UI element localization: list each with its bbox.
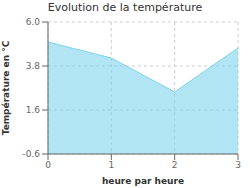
svg-text:1.6: 1.6	[26, 105, 41, 115]
svg-text:-0.6: -0.6	[22, 149, 40, 159]
svg-text:6.0: 6.0	[26, 17, 41, 27]
svg-text:2: 2	[172, 160, 178, 170]
svg-text:0: 0	[45, 160, 51, 170]
svg-text:heure par heure: heure par heure	[102, 176, 184, 186]
svg-text:Température en °C: Température en °C	[8, 40, 11, 135]
svg-text:3: 3	[235, 160, 241, 170]
svg-text:3.8: 3.8	[26, 61, 41, 71]
svg-text:1: 1	[108, 160, 114, 170]
html-text:Evolution de la température: Evolution de la température	[47, 1, 203, 14]
